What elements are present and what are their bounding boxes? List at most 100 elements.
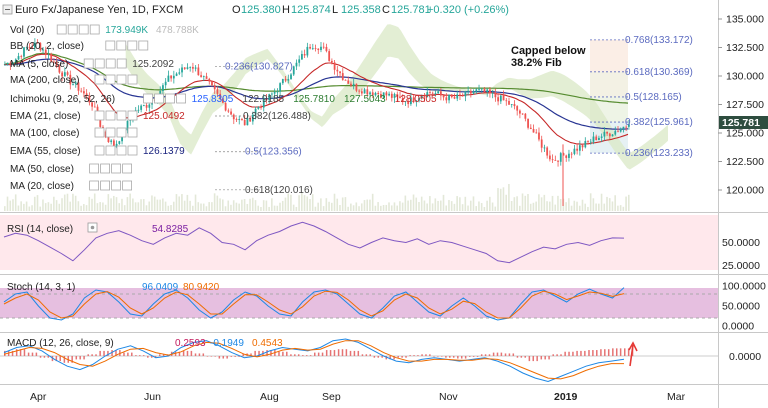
volume-bar (311, 194, 314, 211)
candle-body (213, 85, 216, 90)
volume-bar (472, 196, 475, 211)
close-icon[interactable] (78, 24, 89, 35)
eye-icon[interactable] (94, 74, 105, 85)
volume-bar (486, 200, 488, 211)
candle-body (232, 114, 235, 120)
price-tick-label: 127.500 (726, 99, 764, 111)
eye-icon[interactable] (143, 93, 154, 104)
volume-bar (249, 198, 251, 211)
volume-bar (183, 200, 186, 211)
legend-row[interactable]: BB (20, 2, close) (10, 40, 149, 52)
gear-icon[interactable] (116, 40, 127, 51)
gear-icon[interactable] (105, 74, 116, 85)
volume-bar (112, 195, 115, 211)
candle-body (69, 74, 72, 85)
close-icon[interactable] (165, 93, 176, 104)
gear-icon[interactable] (105, 145, 116, 156)
legend-row[interactable]: MA (100, close) (10, 127, 138, 139)
gear-icon[interactable] (100, 180, 110, 191)
macd-hist-bar (417, 355, 419, 356)
volume-bar (50, 203, 52, 211)
gear-icon[interactable] (67, 24, 78, 35)
macd-hist-bar (87, 354, 89, 356)
close-icon[interactable] (116, 127, 127, 138)
eye-icon[interactable] (89, 180, 99, 191)
close-icon[interactable] (116, 110, 127, 121)
more-icon[interactable] (138, 40, 149, 51)
legend-row[interactable]: EMA (55, close) 126.1379 (10, 145, 185, 157)
candle-body (554, 159, 557, 161)
eye-icon[interactable] (89, 163, 99, 174)
candle-body (20, 56, 23, 57)
volume-bar (565, 202, 567, 211)
close-icon[interactable] (127, 40, 138, 51)
gear-icon[interactable] (100, 163, 110, 174)
close-icon[interactable] (105, 58, 116, 69)
legend-row[interactable]: MA (5, close) 125.2092 (10, 58, 174, 70)
more-icon[interactable] (116, 58, 127, 69)
close-icon[interactable] (111, 163, 121, 174)
legend-label: MA (200, close) (10, 75, 79, 86)
volume-bar (243, 199, 246, 211)
legend-row[interactable]: Ichimoku (9, 26, 52, 26) 125.8305 122.9185… (10, 93, 437, 105)
eye-icon[interactable] (94, 110, 105, 121)
legend-row[interactable]: MA (200, close) (10, 74, 138, 86)
more-icon[interactable] (127, 110, 138, 121)
macd-hist-bar (524, 356, 526, 358)
more-icon[interactable] (176, 93, 187, 104)
rsi-settings-icon[interactable] (87, 222, 98, 233)
macd-hist-bar (325, 350, 328, 356)
collapse-icon[interactable] (2, 4, 13, 15)
candle-body (464, 91, 467, 97)
gear-icon[interactable] (105, 127, 116, 138)
volume-bar (167, 205, 170, 211)
more-icon[interactable] (127, 74, 138, 85)
gear-icon[interactable] (105, 110, 116, 121)
more-icon[interactable] (122, 163, 132, 174)
eye-icon[interactable] (56, 24, 67, 35)
macd-hist-bar (532, 356, 535, 362)
volume-bar (456, 196, 458, 211)
candle-body (112, 140, 115, 148)
fib-label-right: 0.5(128.165) (625, 92, 682, 103)
candle-body (287, 79, 290, 81)
candle-body (140, 105, 143, 110)
eye-icon[interactable] (94, 145, 105, 156)
volume-bar (546, 201, 548, 211)
macd-hist-bar (297, 354, 300, 356)
candle-body (472, 91, 475, 94)
eye-icon[interactable] (105, 40, 116, 51)
close-icon[interactable] (116, 145, 127, 156)
gear-icon[interactable] (154, 93, 165, 104)
candle-body (589, 141, 592, 143)
legend-row[interactable]: EMA (21, close) 125.0492 (10, 110, 185, 122)
eye-icon[interactable] (94, 127, 105, 138)
close-icon[interactable] (111, 180, 121, 191)
volume-bar (6, 196, 9, 211)
volume-bar (251, 197, 254, 211)
candle-body (325, 46, 328, 52)
legend-row[interactable]: MA (20, close) (10, 180, 132, 192)
macd-hist-bar (337, 349, 340, 356)
candle-body (404, 101, 407, 103)
eye-icon[interactable] (83, 58, 94, 69)
macd-hist-bar (397, 356, 399, 358)
volume-bar (614, 195, 616, 211)
gear-icon[interactable] (94, 58, 105, 69)
close-icon[interactable] (116, 74, 127, 85)
legend-row[interactable]: Vol (20) 173.949K 478.788K (10, 24, 199, 36)
volume-bar (205, 206, 208, 211)
volume-bar (301, 193, 303, 211)
legend-row[interactable]: MA (50, close) (10, 163, 132, 175)
more-icon[interactable] (89, 24, 100, 35)
candle-body (415, 100, 418, 103)
more-icon[interactable] (127, 127, 138, 138)
volume-bar (581, 199, 584, 211)
stoch-tick-label: 50.0000 (722, 301, 760, 313)
volume-bar (232, 200, 235, 211)
more-icon[interactable] (122, 180, 132, 191)
more-icon[interactable] (127, 145, 138, 156)
macd-hist-bar (254, 350, 256, 356)
candle-body (284, 78, 287, 81)
